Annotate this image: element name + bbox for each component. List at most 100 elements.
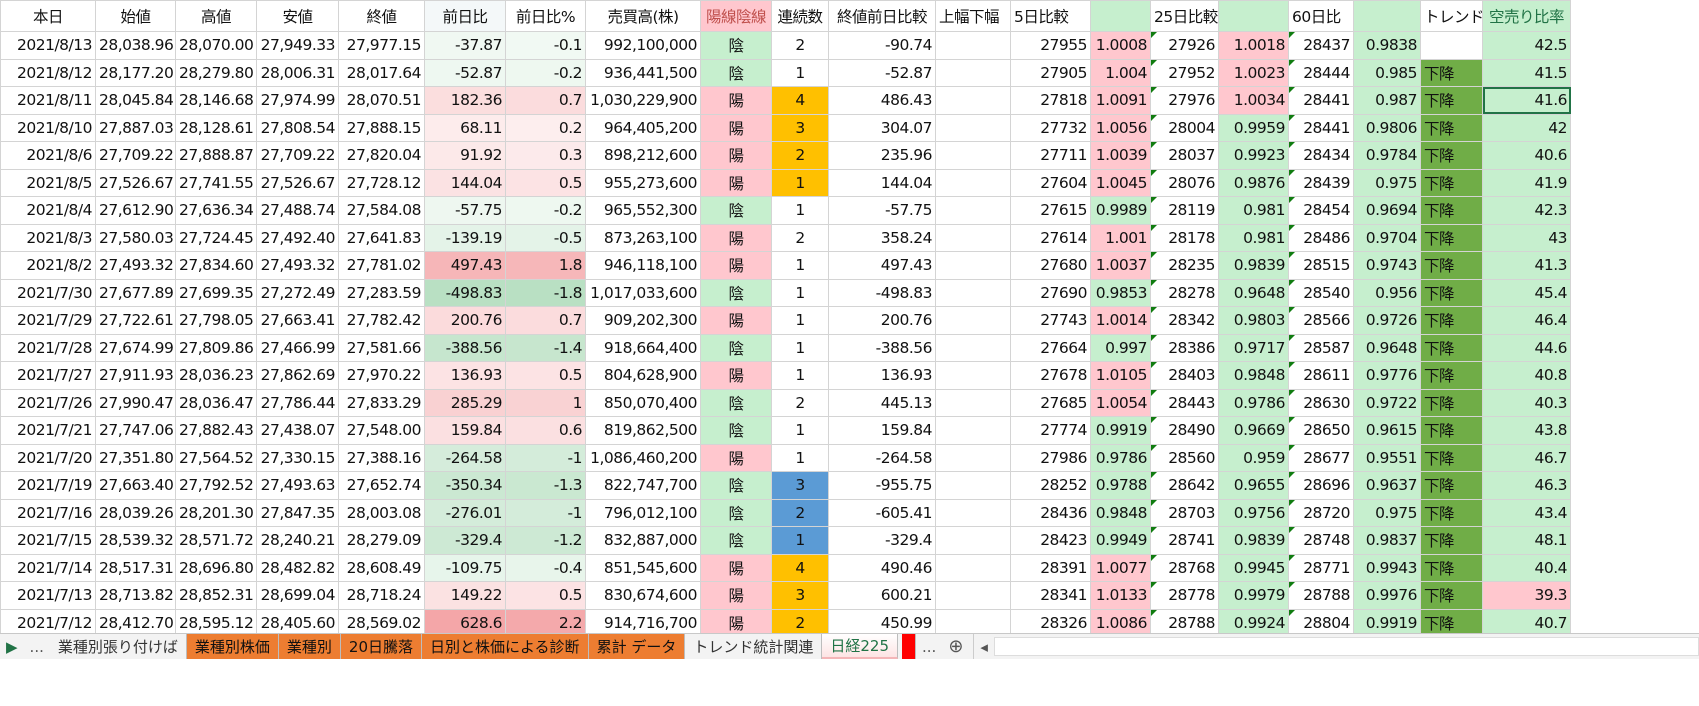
cell-chg[interactable]: 136.93 [424,361,506,390]
column-header[interactable]: 本日 [0,0,96,32]
cell-d25[interactable]: 28178 [1150,223,1219,252]
sheet-tab[interactable]: 20日騰落 [340,634,422,659]
cell-r60[interactable]: 0.9704 [1353,223,1421,252]
cell-r60[interactable]: 0.985 [1353,58,1421,87]
cell-date[interactable]: 2021/7/16 [0,498,96,527]
cell-r25[interactable]: 0.981 [1218,223,1289,252]
cell-d60[interactable]: 28771 [1288,553,1354,582]
cell-d60[interactable]: 28441 [1288,113,1354,142]
cell-d60[interactable]: 28439 [1288,168,1354,197]
cell-low[interactable]: 27,808.54 [256,113,339,142]
cell-r5[interactable]: 1.0045 [1090,168,1151,197]
cell-close[interactable]: 27,548.00 [338,416,425,445]
column-header[interactable]: 空売り比率 [1482,0,1571,32]
cell-r5[interactable]: 1.0091 [1090,86,1151,115]
cell-volume[interactable]: 1,030,229,900 [585,86,701,115]
column-header[interactable]: 始値 [95,0,176,32]
cell-candle[interactable]: 陽 [700,361,772,390]
cell-r25[interactable]: 1.0023 [1218,58,1289,87]
cell-open[interactable]: 27,674.99 [95,333,176,362]
cell-candle[interactable]: 陽 [700,223,772,252]
cell-d25[interactable]: 28119 [1150,196,1219,225]
cell-close[interactable]: 27,652.74 [338,471,425,500]
cell-low[interactable]: 27,974.99 [256,86,339,115]
cell-r5[interactable]: 0.9989 [1090,196,1151,225]
cell-d5[interactable]: 27955 [1010,31,1091,60]
cell-d5[interactable]: 27818 [1010,86,1091,115]
cell-range[interactable] [935,86,1011,115]
sheet-tab[interactable]: 業種別張り付けば [50,634,187,659]
scroll-left-icon[interactable]: ◂ [973,634,994,659]
cell-low[interactable]: 27,493.63 [256,471,339,500]
cell-r5[interactable]: 0.9949 [1090,526,1151,555]
cell-open[interactable]: 27,526.67 [95,168,176,197]
cell-close[interactable]: 27,888.15 [338,113,425,142]
cell-chg[interactable]: 144.04 [424,168,506,197]
cell-candle[interactable]: 陽 [700,141,772,170]
cell-r5[interactable]: 1.0056 [1090,113,1151,142]
cell-open[interactable]: 27,612.90 [95,196,176,225]
cell-short[interactable]: 41.6 [1482,86,1571,115]
cell-d60[interactable]: 28566 [1288,306,1354,335]
cell-close-cmp[interactable]: 445.13 [828,388,936,417]
cell-range[interactable] [935,498,1011,527]
horizontal-scrollbar[interactable] [993,637,1699,656]
cell-r5[interactable]: 1.0014 [1090,306,1151,335]
cell-d60[interactable]: 28720 [1288,498,1354,527]
cell-d60[interactable]: 28748 [1288,526,1354,555]
cell-short[interactable]: 40.3 [1482,388,1571,417]
cell-volume[interactable]: 796,012,100 [585,498,701,527]
cell-d60[interactable]: 28650 [1288,416,1354,445]
cell-close-cmp[interactable]: 200.76 [828,306,936,335]
cell-chg-pct[interactable]: 0.2 [505,113,586,142]
cell-open[interactable]: 27,722.61 [95,306,176,335]
cell-d25[interactable]: 28342 [1150,306,1219,335]
cell-chg-pct[interactable]: -1 [505,443,586,472]
sheet-tab[interactable]: 業種別 [278,634,341,659]
cell-range[interactable] [935,168,1011,197]
cell-d5[interactable]: 27711 [1010,141,1091,170]
cell-chg[interactable]: -276.01 [424,498,506,527]
cell-close-cmp[interactable]: 497.43 [828,251,936,280]
cell-d25[interactable]: 28778 [1150,581,1219,610]
cell-close-cmp[interactable]: 136.93 [828,361,936,390]
column-header[interactable]: 売買高(株) [585,0,701,32]
cell-candle[interactable]: 陽 [700,581,772,610]
cell-range[interactable] [935,278,1011,307]
cell-range[interactable] [935,251,1011,280]
cell-d60[interactable]: 28434 [1288,141,1354,170]
cell-short[interactable]: 43.4 [1482,498,1571,527]
cell-low[interactable]: 27,492.40 [256,223,339,252]
cell-chg[interactable]: -498.83 [424,278,506,307]
cell-date[interactable]: 2021/7/28 [0,333,96,362]
cell-chg-pct[interactable]: 0.5 [505,581,586,610]
cell-chg[interactable]: -57.75 [424,196,506,225]
cell-d60[interactable]: 28677 [1288,443,1354,472]
cell-r60[interactable]: 0.9837 [1353,526,1421,555]
cell-r5[interactable]: 0.9848 [1090,498,1151,527]
cell-close[interactable]: 27,977.15 [338,31,425,60]
cell-r60[interactable]: 0.9838 [1353,31,1421,60]
cell-high[interactable]: 28,128.61 [175,113,257,142]
cell-chg-pct[interactable]: -1 [505,498,586,527]
cell-volume[interactable]: 1,017,033,600 [585,278,701,307]
cell-low[interactable]: 28,006.31 [256,58,339,87]
cell-r60[interactable]: 0.9648 [1353,333,1421,362]
cell-trend[interactable]: 下降 [1420,471,1483,500]
cell-short[interactable]: 42.3 [1482,196,1571,225]
cell-d25[interactable]: 28703 [1150,498,1219,527]
cell-candle[interactable]: 陰 [700,333,772,362]
cell-trend[interactable]: 下降 [1420,141,1483,170]
cell-open[interactable]: 27,493.32 [95,251,176,280]
cell-chg[interactable]: 628.6 [424,608,506,637]
cell-range[interactable] [935,443,1011,472]
cell-r60[interactable]: 0.987 [1353,86,1421,115]
cell-high[interactable]: 27,636.34 [175,196,257,225]
cell-volume[interactable]: 955,273,600 [585,168,701,197]
cell-high[interactable]: 28,696.80 [175,553,257,582]
cell-date[interactable]: 2021/7/14 [0,553,96,582]
cell-short[interactable]: 46.3 [1482,471,1571,500]
cell-short[interactable]: 40.7 [1482,608,1571,637]
cell-close[interactable]: 27,833.29 [338,388,425,417]
column-header[interactable] [1353,0,1421,32]
